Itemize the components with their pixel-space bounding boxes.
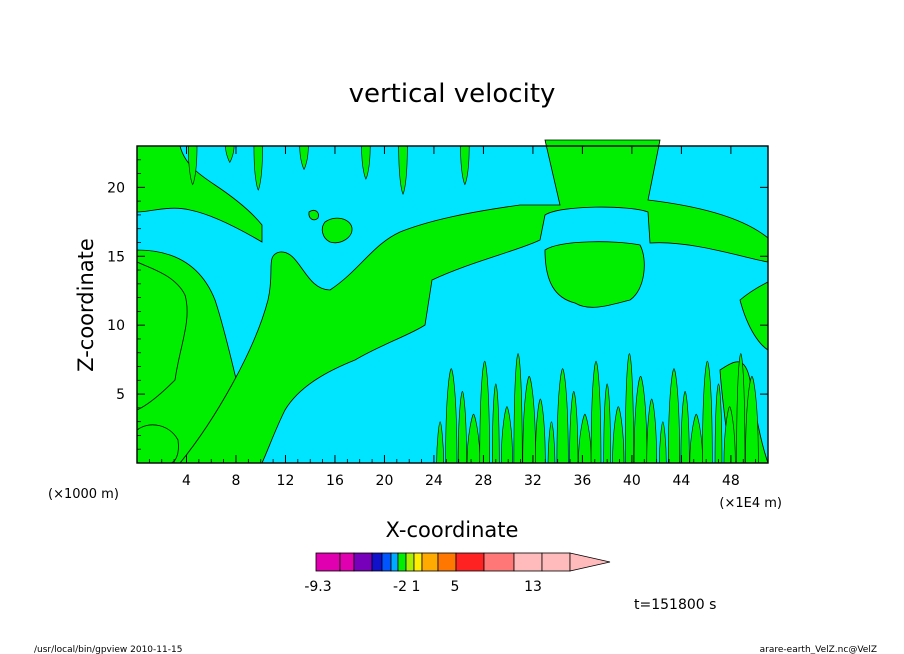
positive-streak xyxy=(659,421,667,464)
positive-streak xyxy=(460,145,470,186)
colorbar-segment xyxy=(353,552,373,572)
x-unit-left: (×1000 m) xyxy=(48,487,119,502)
positive-streak xyxy=(578,413,592,464)
colorbar-segment xyxy=(339,552,355,572)
x-tick-label: 32 xyxy=(524,473,542,489)
colorbar-segment xyxy=(541,552,571,572)
chart-title: vertical velocity xyxy=(349,79,556,109)
positive-streak xyxy=(299,145,309,171)
x-tick-label: 16 xyxy=(326,473,344,489)
positive-streak xyxy=(646,398,657,464)
colorbar-label: 5 xyxy=(451,579,460,595)
positive-streak xyxy=(535,398,546,464)
positive-streak xyxy=(590,360,602,464)
positive-streak xyxy=(445,368,458,464)
positive-streak xyxy=(556,368,569,464)
y-tick-label: 15 xyxy=(107,249,125,265)
colorbar-segment xyxy=(483,552,515,572)
positive-region xyxy=(544,241,645,308)
y-axis-label: Z-coordinate xyxy=(74,238,98,372)
positive-region xyxy=(136,145,263,243)
colorbar-arrow xyxy=(569,552,611,572)
x-axis-label: X-coordinate xyxy=(386,518,519,542)
time-label: t=151800 s xyxy=(634,597,716,613)
colorbar-segment xyxy=(413,552,423,572)
positive-streak xyxy=(500,406,513,464)
colorbar-segment xyxy=(390,552,399,572)
colorbar-segment xyxy=(371,552,383,572)
positive-streak xyxy=(522,375,536,464)
colorbar-label: -2 xyxy=(393,579,407,595)
positive-streak xyxy=(436,421,444,464)
colorbar-segment xyxy=(381,552,392,572)
x-tick-label: 24 xyxy=(425,473,443,489)
positive-streak xyxy=(479,360,490,464)
positive-streak xyxy=(361,145,371,180)
positive-streak xyxy=(466,413,481,464)
colorbar-segment xyxy=(513,552,543,572)
x-tick-label: 28 xyxy=(475,473,493,489)
colorbar-segment xyxy=(405,552,415,572)
x-axis-ticks: 4 8 12 16 20 24 28 32 36 40 44 48 xyxy=(148,146,757,489)
positive-streak xyxy=(633,375,648,464)
positive-streak xyxy=(702,360,713,464)
colorbar-segment xyxy=(437,552,457,572)
colorbar-segment xyxy=(315,552,341,572)
positive-streak xyxy=(457,391,467,464)
positive-streak xyxy=(513,353,523,464)
positive-regions xyxy=(136,139,769,464)
positive-streak xyxy=(398,145,408,195)
colorbar-segment xyxy=(397,552,407,572)
positive-region xyxy=(308,210,319,221)
positive-region xyxy=(136,261,188,411)
positive-streak xyxy=(253,145,263,191)
colorbar-label: 1 xyxy=(412,579,421,595)
colorbar-segment xyxy=(421,552,439,572)
footer-right: arare-earth_VelZ.nc@VelZ xyxy=(760,645,877,654)
colorbar-label: 13 xyxy=(524,579,542,595)
positive-streak xyxy=(714,383,723,464)
positive-streak xyxy=(603,383,611,464)
positive-streak xyxy=(667,368,680,464)
positive-streak xyxy=(188,145,198,186)
x-tick-label: 36 xyxy=(573,473,591,489)
positive-streak xyxy=(569,391,579,464)
x-tick-label: 40 xyxy=(623,473,641,489)
x-tick-label: 8 xyxy=(232,473,241,489)
positive-streak xyxy=(624,353,634,464)
colorbar xyxy=(315,552,611,572)
positive-streak xyxy=(680,391,690,464)
colorbar-labels: -9.3 -2 1 5 13 xyxy=(304,579,542,595)
positive-streak xyxy=(736,353,746,464)
plot-frame xyxy=(136,145,769,464)
y-tick-label: 10 xyxy=(107,318,125,334)
colorbar-segment xyxy=(455,552,485,572)
x-unit-right: (×1E4 m) xyxy=(719,496,782,511)
positive-region xyxy=(179,139,769,464)
positive-streak xyxy=(612,406,625,464)
y-axis-ticks: 5 10 15 20 xyxy=(107,159,768,450)
positive-streak xyxy=(723,406,736,464)
x-tick-label: 44 xyxy=(672,473,690,489)
positive-streak xyxy=(225,145,235,164)
positive-region xyxy=(321,217,353,244)
footer-left: /usr/local/bin/gpview 2010-11-15 xyxy=(34,645,182,654)
y-tick-label: 20 xyxy=(107,180,125,196)
x-tick-label: 20 xyxy=(376,473,394,489)
y-tick-label: 5 xyxy=(116,387,125,403)
positive-streak xyxy=(689,413,703,464)
x-tick-label: 4 xyxy=(182,473,191,489)
positive-streak xyxy=(745,375,759,464)
x-tick-label: 48 xyxy=(722,473,740,489)
colorbar-label: -9.3 xyxy=(304,579,331,595)
x-tick-label: 12 xyxy=(277,473,295,489)
positive-streak xyxy=(547,421,556,464)
positive-streak xyxy=(492,383,500,464)
